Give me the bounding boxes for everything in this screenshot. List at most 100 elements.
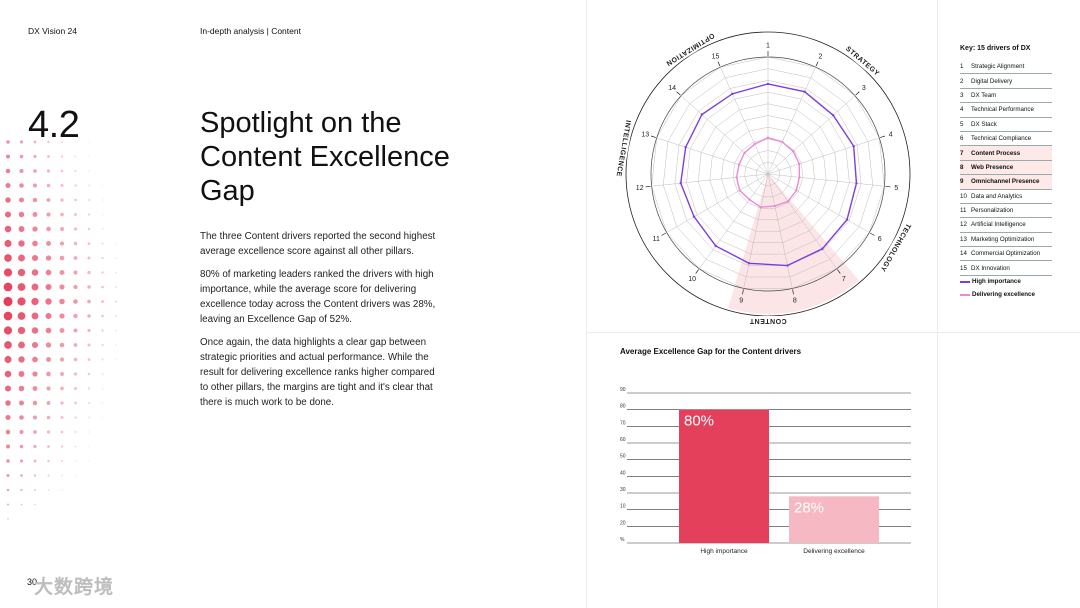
paragraph-2: 80% of marketing leaders ranked the driv… [200, 269, 436, 325]
decor-dot [20, 474, 23, 477]
series-delivering-excellence-point [748, 198, 751, 201]
decor-dot [87, 314, 91, 318]
decorative-dot-pattern [3, 140, 117, 520]
decor-dot [115, 300, 117, 303]
series-high-importance-point [855, 182, 858, 185]
decor-dot [47, 155, 50, 158]
decor-dot [47, 489, 50, 491]
key-item: 8 Web Presence [960, 160, 1052, 176]
page-title: Spotlight on the Content Excellence Gap [200, 107, 450, 207]
decor-dot [60, 459, 64, 463]
decor-dot [87, 328, 91, 333]
decor-dot [18, 371, 25, 377]
decor-dot [101, 387, 104, 390]
decor-dot [60, 445, 64, 448]
radar-spoke [767, 173, 870, 233]
decor-dot [6, 140, 10, 144]
decor-dot [4, 341, 12, 349]
y-tick-label: 70 [620, 420, 626, 426]
spoke-label: 3 [862, 85, 866, 92]
decor-dot [45, 312, 52, 320]
decor-dot [74, 169, 77, 173]
pillar-label: OPTIMIZATION [664, 31, 715, 66]
series-high-importance-point [700, 113, 704, 116]
spoke-tick [661, 232, 666, 236]
divider-vertical-1 [586, 0, 587, 608]
series-high-importance-point [845, 218, 849, 221]
series-high-importance-point [714, 244, 717, 248]
key-item-number: 9 [960, 178, 964, 186]
series-high-importance-point [692, 215, 696, 218]
radar-spoke [656, 137, 769, 175]
decor-dot [59, 270, 65, 275]
decor-dot [31, 327, 39, 334]
y-tick-label: 20 [620, 520, 626, 526]
decor-dot [18, 254, 25, 262]
y-tick-label: % [620, 537, 625, 543]
decor-dot [46, 183, 51, 188]
decor-dot [74, 460, 77, 462]
decor-dot [20, 503, 23, 506]
series-delivering-excellence-point [735, 176, 738, 179]
decor-dot [60, 169, 64, 173]
bar-chart: 90 80 70 60 50 40 30 10 20% 80% High importance 28%… [620, 387, 911, 555]
decor-dot [101, 285, 104, 289]
decor-dot [73, 212, 78, 217]
decor-dot [60, 198, 64, 202]
spoke-label: 14 [668, 85, 676, 92]
decor-dot [32, 212, 38, 217]
decor-dot [88, 141, 90, 143]
series-delivering-excellence-point [738, 189, 741, 192]
decor-dot [73, 313, 78, 319]
spoke-tick [837, 269, 841, 274]
decor-dot [60, 430, 64, 434]
section-breadcrumb: In-depth analysis | Content [200, 26, 301, 36]
decor-dot [101, 373, 104, 375]
pillar-label-bg [660, 28, 720, 71]
decor-dot [59, 241, 65, 246]
spoke-label: 5 [894, 185, 898, 192]
decor-dot [34, 503, 36, 506]
decor-dot [73, 270, 78, 275]
spoke-label: 10 [688, 276, 696, 283]
spoke-tick [855, 91, 860, 96]
decor-dot [74, 198, 77, 202]
key-item-number: 3 [960, 91, 964, 99]
decor-dot [87, 213, 91, 216]
spoke-tick [717, 61, 721, 67]
key-item-number: 6 [960, 135, 964, 143]
decor-dot [101, 242, 104, 245]
decor-dot [7, 518, 9, 520]
key-item-number: 11 [960, 207, 967, 215]
decor-dot [18, 385, 25, 392]
radar-grid-ring [744, 150, 792, 198]
series-high-importance-point [747, 262, 751, 265]
key-item-label: DX Team [971, 91, 997, 99]
decor-dot [32, 386, 38, 391]
decor-dot [59, 284, 65, 290]
decor-dot [31, 269, 39, 276]
decor-dot [46, 415, 51, 420]
series-delivering-excellence-point [766, 136, 770, 139]
decor-dot [115, 286, 117, 288]
decor-dot [31, 341, 39, 349]
decor-dot [59, 342, 65, 348]
decor-dot [5, 414, 11, 421]
decor-dot [5, 429, 11, 435]
decor-dot [73, 386, 78, 391]
series-delivering-excellence-point [773, 204, 777, 208]
pillar-label: TECHNOLOGY [878, 222, 911, 273]
key-item-number: 12 [960, 221, 967, 229]
decor-dot [101, 199, 104, 201]
radar-spoke [699, 173, 769, 269]
decor-dot [60, 183, 64, 188]
decor-dot [32, 183, 38, 188]
decor-dot [101, 300, 104, 303]
decor-dot [17, 326, 26, 335]
decor-dot [74, 155, 77, 158]
legend-label: High importance [972, 278, 1021, 285]
decor-dot [73, 372, 78, 376]
decor-dot [73, 299, 78, 304]
spoke-label: 2 [819, 54, 823, 61]
spoke-label: 6 [878, 236, 882, 243]
